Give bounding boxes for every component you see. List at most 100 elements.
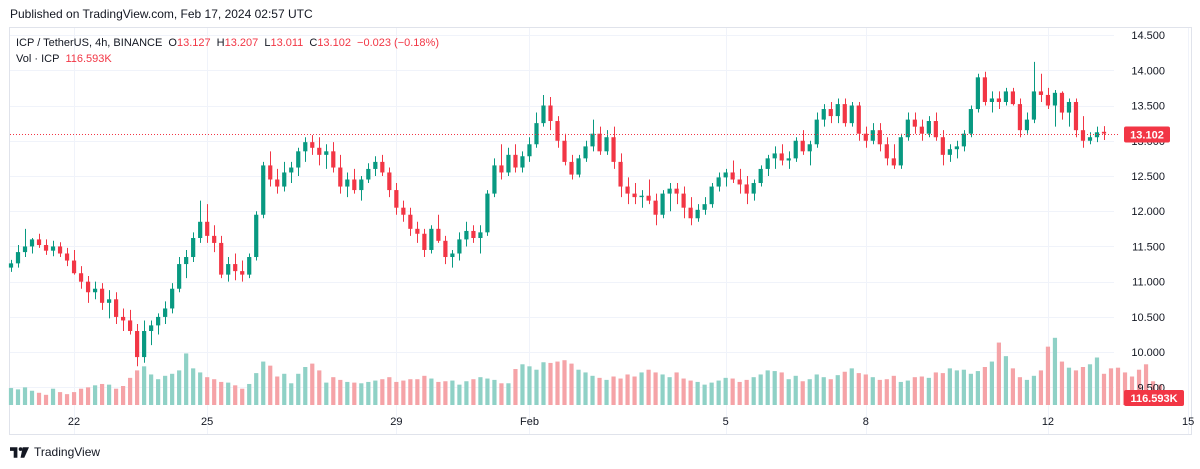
candle[interactable]	[57, 242, 63, 258]
candle[interactable]	[485, 190, 490, 236]
footer-brand[interactable]: TradingView	[34, 445, 101, 459]
candle[interactable]	[373, 156, 378, 176]
candle[interactable]	[709, 183, 714, 208]
candle[interactable]	[919, 119, 924, 141]
candle[interactable]	[303, 137, 308, 162]
candle[interactable]	[177, 257, 182, 293]
volume-label[interactable]: Vol · ICP	[16, 53, 60, 65]
candle[interactable]	[415, 221, 420, 243]
candle[interactable]	[317, 137, 322, 166]
candle[interactable]	[43, 239, 49, 255]
candle[interactable]	[1052, 90, 1058, 127]
candle[interactable]	[338, 154, 343, 194]
candle[interactable]	[786, 151, 791, 169]
candle[interactable]	[1101, 126, 1107, 140]
candle[interactable]	[695, 204, 700, 222]
candle[interactable]	[429, 225, 434, 254]
candle[interactable]	[64, 247, 70, 267]
candle[interactable]	[92, 281, 98, 300]
candle[interactable]	[947, 144, 952, 162]
candle[interactable]	[1059, 91, 1065, 120]
candle[interactable]	[499, 144, 504, 180]
candle[interactable]	[716, 172, 721, 192]
candle[interactable]	[71, 249, 77, 275]
candle[interactable]	[142, 320, 147, 363]
candle[interactable]	[464, 221, 469, 247]
candle[interactable]	[989, 91, 994, 113]
candle[interactable]	[751, 179, 756, 201]
candle[interactable]	[113, 292, 119, 324]
candle[interactable]	[1045, 87, 1051, 110]
candle[interactable]	[184, 249, 189, 279]
candle[interactable]	[891, 144, 896, 169]
candle[interactable]	[170, 283, 175, 314]
candle[interactable]	[450, 249, 455, 268]
candle[interactable]	[135, 323, 140, 367]
candle[interactable]	[688, 197, 693, 226]
candle[interactable]	[828, 101, 833, 124]
candle[interactable]	[660, 190, 665, 219]
candle[interactable]	[856, 101, 861, 141]
candle[interactable]	[282, 161, 287, 192]
candle[interactable]	[212, 225, 217, 253]
candle[interactable]	[821, 104, 826, 127]
candle[interactable]	[219, 235, 224, 279]
candle[interactable]	[128, 309, 133, 335]
candle[interactable]	[674, 183, 679, 205]
symbol-label[interactable]: ICP / TetherUS, 4h, BINANCE	[16, 37, 163, 49]
candle[interactable]	[8, 259, 14, 272]
candle[interactable]	[618, 153, 623, 198]
candle[interactable]	[149, 320, 154, 346]
candle[interactable]	[905, 112, 910, 141]
candle[interactable]	[765, 154, 770, 176]
candle[interactable]	[78, 266, 84, 289]
candle[interactable]	[520, 151, 525, 173]
candle[interactable]	[534, 112, 539, 148]
candle[interactable]	[702, 197, 707, 215]
candle[interactable]	[296, 147, 301, 176]
candle[interactable]	[275, 168, 280, 194]
candle[interactable]	[401, 200, 406, 222]
candle[interactable]	[1017, 98, 1023, 138]
candle[interactable]	[968, 105, 973, 138]
candle[interactable]	[583, 140, 588, 162]
candle[interactable]	[604, 130, 609, 155]
candle[interactable]	[576, 154, 581, 178]
candle[interactable]	[527, 137, 532, 162]
candle[interactable]	[1031, 61, 1037, 124]
candle[interactable]	[50, 240, 56, 257]
candle[interactable]	[681, 186, 686, 219]
candle[interactable]	[240, 260, 245, 282]
candle[interactable]	[191, 232, 196, 262]
candle[interactable]	[779, 144, 784, 166]
candle[interactable]	[513, 144, 518, 173]
candle[interactable]	[380, 154, 385, 176]
candle[interactable]	[408, 207, 413, 236]
candle[interactable]	[940, 130, 945, 166]
candle[interactable]	[1024, 112, 1030, 134]
candle[interactable]	[646, 179, 651, 205]
candle[interactable]	[814, 112, 819, 148]
candle[interactable]	[506, 147, 511, 176]
candle[interactable]	[653, 193, 658, 226]
candle[interactable]	[590, 119, 595, 152]
candle[interactable]	[457, 232, 462, 261]
candle[interactable]	[744, 175, 749, 205]
candle[interactable]	[226, 257, 231, 282]
candle[interactable]	[478, 225, 483, 254]
candle[interactable]	[121, 308, 126, 332]
candle[interactable]	[723, 168, 728, 187]
candle[interactable]	[198, 200, 203, 243]
candle[interactable]	[982, 71, 987, 106]
candle[interactable]	[877, 123, 882, 152]
candle[interactable]	[800, 130, 805, 155]
candle[interactable]	[254, 211, 259, 261]
candle[interactable]	[639, 190, 644, 208]
candle[interactable]	[996, 91, 1001, 110]
candle[interactable]	[863, 126, 868, 148]
candle[interactable]	[22, 228, 28, 258]
candle[interactable]	[730, 160, 735, 184]
candle[interactable]	[387, 167, 392, 198]
candle[interactable]	[106, 290, 112, 319]
